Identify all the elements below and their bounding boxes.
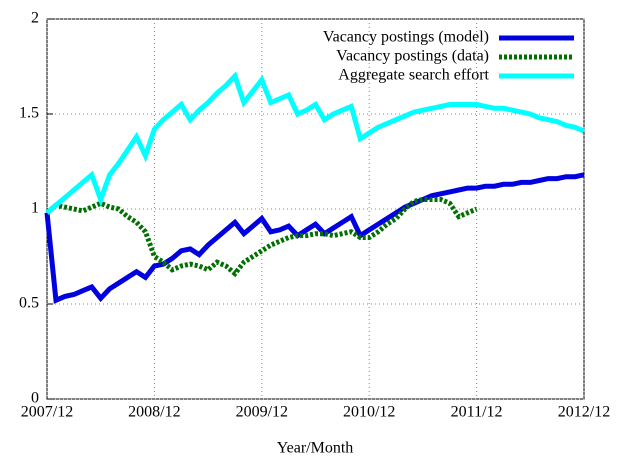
x-tick-label: 2009/12 <box>236 404 288 421</box>
y-tick-label: 1.5 <box>19 105 39 122</box>
line <box>45 71 585 215</box>
y-tick-label: 1 <box>31 200 39 217</box>
y-tick-label: 0.5 <box>19 295 39 312</box>
x-tick-label: 2011/12 <box>451 404 503 421</box>
x-tick-label: 2012/12 <box>558 404 610 421</box>
y-tick-label: 2 <box>31 10 39 27</box>
legend-label: Aggregate search effort <box>338 67 489 84</box>
legend-label: Vacancy postings (data) <box>336 48 489 65</box>
x-tick-label: 2008/12 <box>128 404 180 421</box>
line <box>44 172 585 304</box>
x-tick-label: 2007/12 <box>21 404 73 421</box>
x-axis-label: Year/Month <box>277 440 354 457</box>
x-tick-label: 2010/12 <box>343 404 395 421</box>
line <box>45 197 478 278</box>
y-tick-label: 0 <box>31 390 39 407</box>
legend-label: Vacancy postings (model) <box>323 29 489 46</box>
